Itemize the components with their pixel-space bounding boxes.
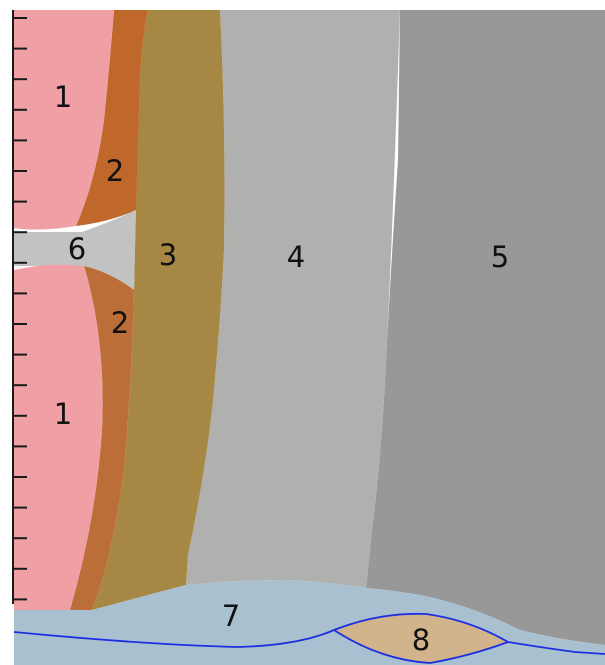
region-2-bottom: [70, 266, 134, 610]
region-6: [14, 210, 136, 290]
region-1-top: [14, 10, 114, 230]
region-7-label: 7: [222, 599, 240, 633]
region-3: [92, 10, 225, 610]
region-5: [366, 10, 605, 645]
region-2-top-label: 2: [106, 154, 124, 188]
boundary-line-upper: [333, 612, 509, 643]
region-1-bottom-label: 1: [54, 397, 72, 431]
region-2-bottom-label: 2: [111, 306, 129, 340]
region-6-label: 6: [68, 232, 86, 266]
region-5-label: 5: [491, 240, 509, 274]
region-4: [186, 10, 400, 588]
region-2-top: [76, 10, 148, 226]
region-1-bottom: [14, 264, 103, 610]
region-1-top-label: 1: [54, 80, 72, 114]
axis-ticks: [13, 17, 27, 601]
region-3-label: 3: [159, 238, 177, 272]
region-4-label: 4: [287, 240, 305, 274]
region-8: [334, 613, 508, 663]
region-8-label: 8: [412, 623, 430, 657]
boundary-line-lower: [13, 628, 605, 664]
